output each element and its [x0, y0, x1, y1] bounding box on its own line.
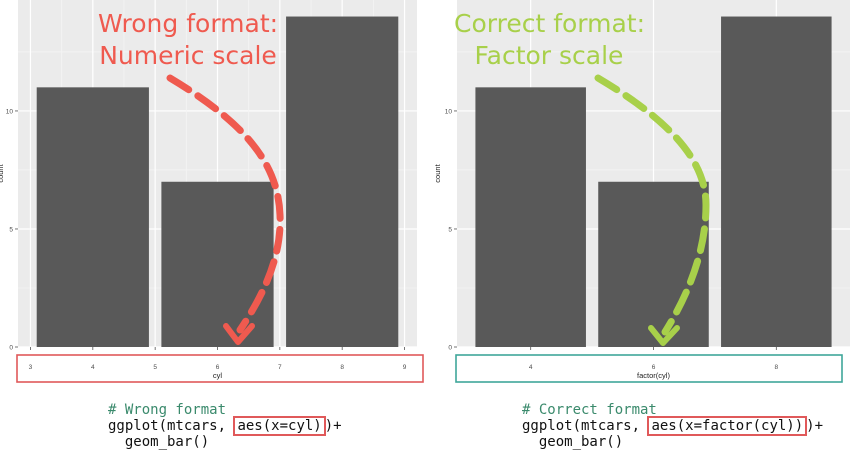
- numeric-scale-bar-chart: 0 5 10 3 4 5 6 7 8 9 cyl count: [0, 0, 424, 383]
- x-tick-label: 5: [153, 364, 157, 371]
- y-tick-label: 10: [445, 108, 453, 115]
- x-axis-label: factor(cyl): [637, 371, 670, 380]
- bar-cyl-6: [598, 181, 709, 347]
- bar-cyl-4: [475, 87, 586, 347]
- code-highlight-aes: aes(x=cyl): [233, 416, 326, 436]
- bar-cyl-8: [286, 16, 399, 348]
- x-tick-label: 6: [216, 364, 220, 371]
- y-axis-label: count: [433, 163, 442, 182]
- x-tick-label: 7: [278, 364, 282, 371]
- x-tick-label: 8: [775, 364, 779, 371]
- y-axis-label: count: [0, 163, 5, 182]
- code-prefix: ggplot(mtcars,: [108, 418, 235, 434]
- wrong-format-arrow: [166, 74, 284, 334]
- code-comment: # Wrong format: [108, 402, 227, 418]
- code-prefix: ggplot(mtcars,: [522, 418, 649, 434]
- x-axis-highlight-box: [455, 354, 843, 383]
- code-highlight-aes: aes(x=factor(cyl)): [647, 416, 808, 436]
- correct-format-annotation: Correct format: Factor scale: [454, 8, 646, 72]
- code-suffix: )+: [806, 418, 824, 434]
- x-tick-label: 4: [91, 364, 95, 371]
- wrong-format-subtitle: Numeric scale: [99, 41, 277, 70]
- x-axis-label: cyl: [213, 371, 223, 380]
- correct-format-subtitle: Factor scale: [474, 41, 624, 70]
- x-axis-highlight-box: [16, 354, 424, 383]
- y-tick-label: 5: [9, 226, 13, 233]
- code-geom-bar: geom_bar(): [522, 434, 624, 450]
- correct-format-arrow: [594, 74, 710, 336]
- y-tick-label: 5: [448, 226, 452, 233]
- factor-scale-bar-chart: 0 5 10 4 6 8 factor(cyl) count: [433, 0, 850, 383]
- x-tick-label: 3: [29, 364, 33, 371]
- correct-format-title: Correct format:: [454, 9, 646, 38]
- bar-cyl-6: [161, 181, 274, 347]
- bar-cyl-4: [36, 87, 149, 347]
- bar-cyl-8: [721, 16, 832, 348]
- code-geom-bar: geom_bar(): [108, 434, 210, 450]
- code-comment: # Correct format: [522, 402, 657, 418]
- y-tick-label: 0: [448, 345, 452, 352]
- x-tick-label: 6: [652, 364, 656, 371]
- wrong-format-title: Wrong format:: [97, 9, 279, 38]
- y-tick-label: 0: [9, 345, 13, 352]
- code-correct-format: # Correct format ggplot(mtcars, aes(x=fa…: [522, 402, 823, 450]
- code-suffix: )+: [324, 418, 342, 434]
- wrong-format-arrowhead: [223, 323, 255, 345]
- code-wrong-format: # Wrong format ggplot(mtcars, aes(x=cyl)…: [108, 402, 342, 450]
- y-tick-label: 10: [6, 108, 14, 115]
- x-tick-label: 4: [529, 364, 533, 371]
- x-tick-label: 8: [340, 364, 344, 371]
- wrong-format-annotation: Wrong format: Numeric scale: [88, 8, 288, 72]
- correct-format-arrowhead: [648, 325, 680, 346]
- annotation-overlays: [166, 74, 710, 346]
- x-tick-label: 9: [403, 364, 407, 371]
